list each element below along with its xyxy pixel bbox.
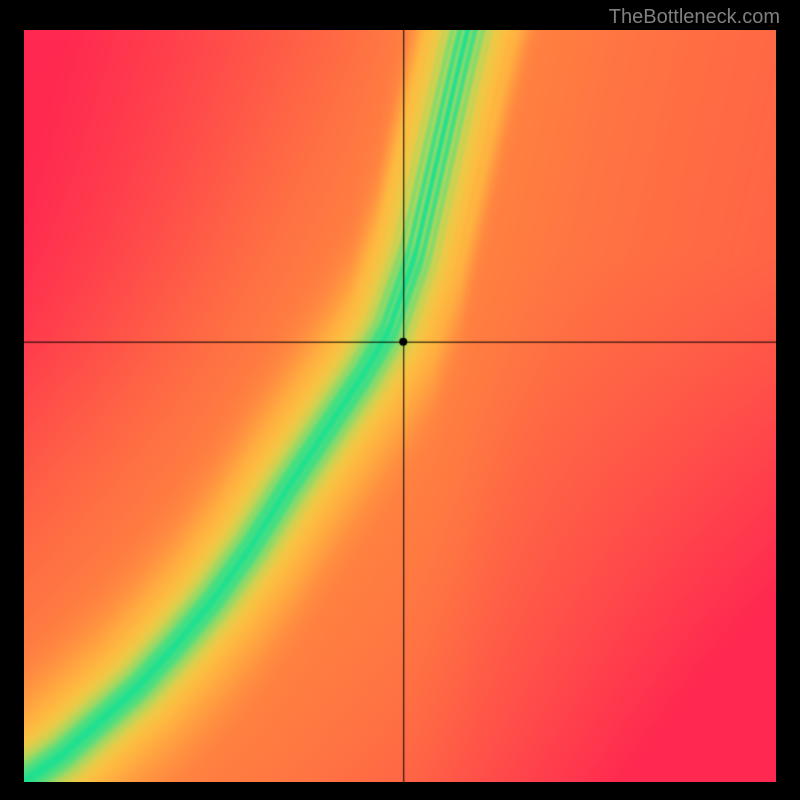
chart-container: TheBottleneck.com bbox=[0, 0, 800, 800]
watermark-text: TheBottleneck.com bbox=[609, 6, 780, 29]
bottleneck-heatmap bbox=[24, 30, 776, 782]
